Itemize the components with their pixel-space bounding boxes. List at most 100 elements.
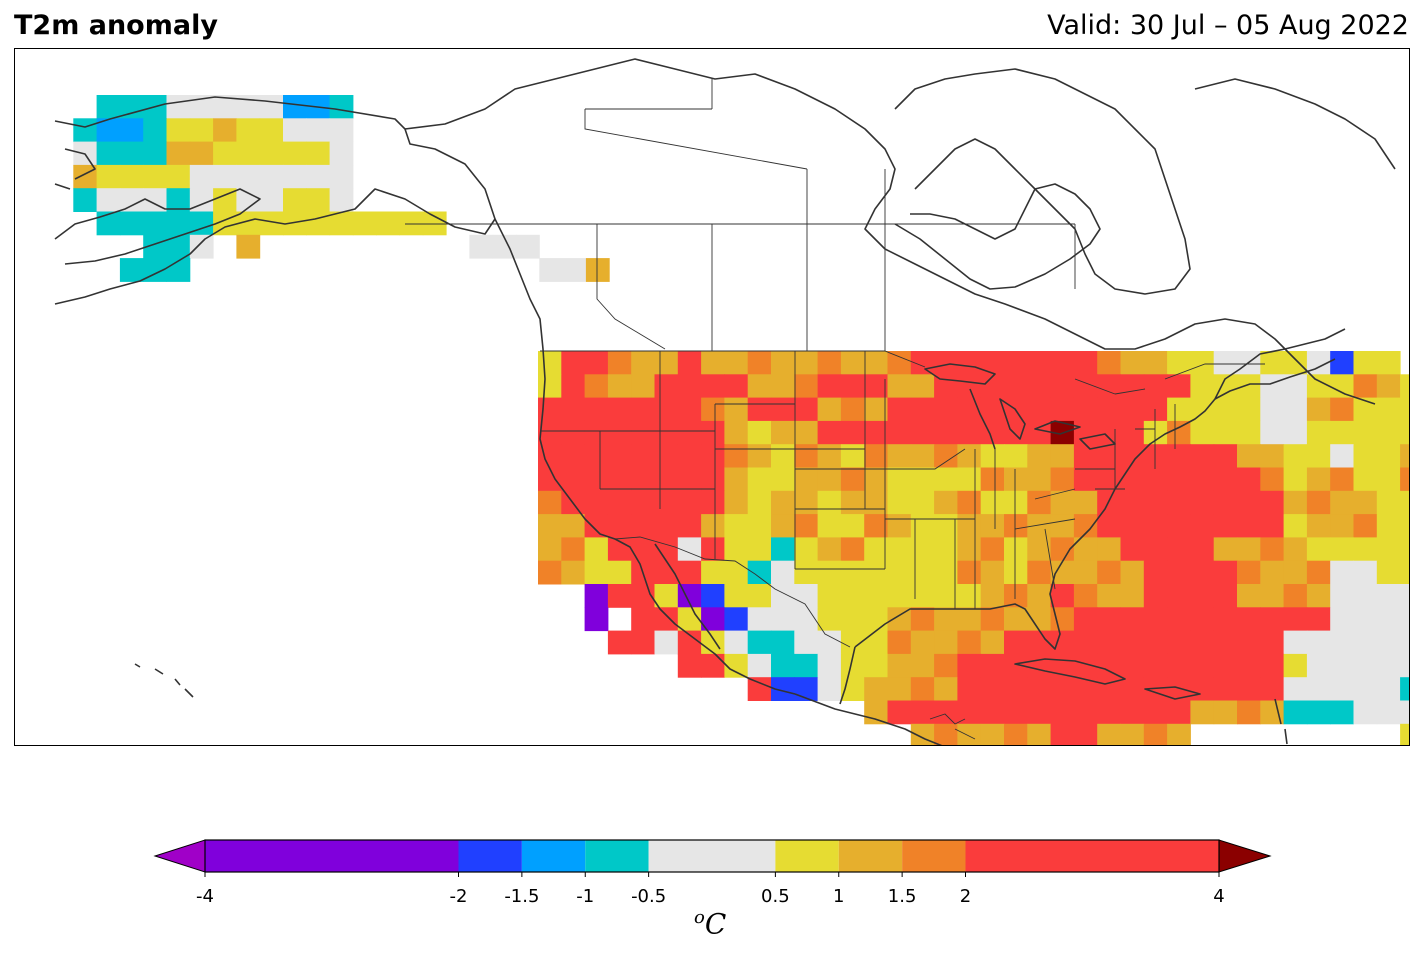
anomaly-cell	[283, 211, 307, 236]
anomaly-cell	[1237, 653, 1261, 678]
anomaly-cell	[607, 397, 632, 422]
anomaly-cell	[887, 677, 912, 701]
anomaly-cell	[887, 351, 912, 375]
anomaly-cell	[654, 490, 679, 515]
anomaly-cell	[1260, 653, 1285, 678]
anomaly-cell	[259, 211, 284, 236]
anomaly-cell	[840, 397, 865, 422]
anomaly-cell	[1050, 537, 1075, 562]
colorbar-tick-label: 1	[833, 886, 844, 907]
anomaly-cell	[1330, 607, 1354, 632]
anomaly-cell	[957, 584, 982, 608]
anomaly-cell	[561, 467, 586, 492]
anomaly-cell	[934, 560, 958, 585]
anomaly-cell	[1027, 653, 1052, 678]
anomaly-cell	[1213, 444, 1238, 468]
anomaly-cell	[1330, 537, 1354, 562]
anomaly-cell	[584, 584, 609, 608]
anomaly-cell	[1376, 444, 1401, 468]
anomaly-cell	[1097, 723, 1121, 745]
central-america-border	[929, 713, 976, 740]
anomaly-cell	[910, 444, 935, 468]
anomaly-cell	[538, 351, 562, 375]
anomaly-cell	[1283, 584, 1308, 608]
anomaly-cell	[1073, 653, 1098, 678]
anomaly-cell	[1283, 560, 1308, 585]
anomaly-cell	[794, 397, 819, 422]
anomaly-cell	[236, 211, 261, 236]
anomaly-cell	[957, 560, 982, 585]
anomaly-cell	[73, 164, 98, 189]
anomaly-cell	[1260, 560, 1285, 585]
anomaly-cell	[1306, 514, 1331, 538]
anomaly-cell	[1213, 420, 1238, 445]
anomaly-cell	[1400, 584, 1409, 608]
anomaly-cell	[701, 420, 725, 445]
anomaly-cell	[840, 490, 865, 515]
anomaly-cell	[1073, 351, 1098, 375]
anomaly-cell	[1353, 490, 1378, 515]
anomaly-cell	[1283, 630, 1308, 655]
anomaly-cell	[1143, 584, 1168, 608]
anomaly-cell	[677, 444, 702, 468]
anomaly-cell	[607, 560, 632, 585]
anomaly-cell	[1073, 374, 1098, 399]
anomaly-cell	[376, 211, 400, 236]
anomaly-cell	[910, 490, 935, 515]
anomaly-cell	[1330, 420, 1354, 445]
anomaly-cell	[1190, 374, 1215, 399]
anomaly-cell	[794, 351, 819, 375]
anomaly-cell	[1283, 420, 1308, 445]
anomaly-cell	[980, 700, 1005, 725]
anomaly-cell	[584, 560, 609, 585]
anomaly-cell	[1073, 584, 1098, 608]
anomaly-cell	[1120, 420, 1145, 445]
anomaly-cell	[1143, 397, 1168, 422]
anomaly-cell	[1097, 420, 1121, 445]
anomaly-cell	[1050, 560, 1075, 585]
colorbar-segment	[585, 840, 649, 872]
anomaly-cell	[1400, 537, 1409, 562]
anomaly-cell	[771, 420, 795, 445]
anomaly-cell	[1190, 490, 1215, 515]
anomaly-cell	[957, 444, 982, 468]
anomaly-cell	[677, 630, 702, 655]
anomaly-cell	[1330, 653, 1354, 678]
anomaly-cell	[840, 560, 865, 585]
anomaly-cell	[1283, 374, 1308, 399]
anomaly-cell	[1190, 653, 1215, 678]
anomaly-cell	[538, 374, 562, 399]
anomaly-cell	[934, 490, 958, 515]
anomaly-cell	[1097, 700, 1121, 725]
anomaly-cell	[840, 420, 865, 445]
anomaly-cell	[492, 234, 517, 259]
anomaly-cell	[887, 467, 912, 492]
anomaly-cell	[747, 653, 772, 678]
anomaly-cell	[1120, 374, 1145, 399]
anomaly-cell	[1353, 514, 1378, 538]
anomaly-cell	[1167, 467, 1191, 492]
anomaly-cell	[817, 490, 842, 515]
anomaly-cell	[1167, 560, 1191, 585]
anomaly-cell	[607, 514, 632, 538]
anomaly-cell	[910, 420, 935, 445]
anomaly-cell	[864, 700, 888, 725]
anomaly-cell	[1353, 700, 1378, 725]
anomaly-cell	[840, 514, 865, 538]
anomaly-cell	[747, 351, 772, 375]
anomaly-cell	[654, 420, 679, 445]
anomaly-cell	[329, 95, 354, 119]
anomaly-cell	[1376, 490, 1401, 515]
anomaly-cell	[1120, 653, 1145, 678]
anomaly-cell	[561, 397, 586, 422]
anomaly-cell	[1260, 467, 1285, 492]
anomaly-cell	[283, 141, 307, 166]
anomaly-cell	[1353, 630, 1378, 655]
anomaly-cell	[283, 164, 307, 189]
anomaly-cell	[469, 234, 494, 259]
anomaly-cell	[1330, 397, 1354, 422]
anomaly-cell	[887, 653, 912, 678]
anomaly-cell	[794, 514, 819, 538]
anomaly-cell	[1400, 700, 1409, 725]
anomaly-cell	[1400, 607, 1409, 632]
